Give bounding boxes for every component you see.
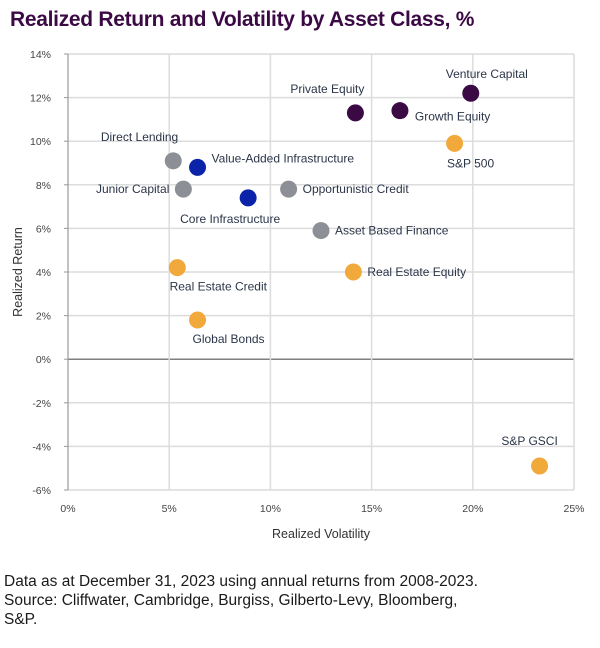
data-points bbox=[164, 84, 549, 475]
label-direct-lending: Direct Lending bbox=[101, 130, 178, 144]
x-tick-label: 15% bbox=[361, 503, 382, 515]
y-tick-labels: -6% -4% -2% 0% 2% 4% 6% 8% 10% 12% 14% bbox=[30, 49, 51, 497]
label-asset-based-finance: Asset Based Finance bbox=[335, 224, 449, 238]
y-tick-label: 10% bbox=[30, 136, 51, 148]
x-tick-label: 25% bbox=[563, 503, 584, 515]
x-tick-label: 20% bbox=[462, 503, 483, 515]
label-value-added-infrastructure: Value-Added Infrastructure bbox=[212, 151, 355, 165]
x-tick-label: 10% bbox=[260, 503, 281, 515]
footnote: Data as at December 31, 2023 using annua… bbox=[4, 572, 596, 629]
y-tick-label: 4% bbox=[36, 267, 51, 279]
point-direct-lending bbox=[164, 152, 182, 170]
point-opportunistic-credit bbox=[280, 180, 298, 198]
label-junior-capital: Junior Capital bbox=[96, 182, 169, 196]
x-tick-labels: 0% 5% 10% 15% 20% 25% bbox=[60, 503, 584, 515]
gridlines bbox=[68, 53, 575, 491]
chart-title: Realized Return and Volatility by Asset … bbox=[10, 8, 475, 31]
point-real-estate-equity bbox=[344, 263, 362, 281]
y-tick-label: 14% bbox=[30, 49, 51, 61]
footnote-source-cont: S&P. bbox=[4, 611, 38, 628]
point-junior-capital bbox=[174, 180, 192, 198]
y-tick-label: -6% bbox=[32, 485, 51, 497]
x-tick-label: 0% bbox=[60, 503, 75, 515]
y-axis-label: Realized Return bbox=[11, 227, 25, 317]
y-tick-label: 0% bbox=[36, 354, 51, 366]
point-real-estate-credit bbox=[168, 259, 186, 277]
point-global-bonds bbox=[189, 311, 207, 329]
y-tick-label: 12% bbox=[30, 93, 51, 105]
label-core-infrastructure: Core Infrastructure bbox=[180, 212, 280, 226]
point-labels: Private Equity Growth Equity Venture Capit… bbox=[96, 67, 558, 448]
point-value-added-infrastructure bbox=[189, 158, 207, 176]
point-sandp-gsci bbox=[531, 457, 549, 475]
y-tick-label: 2% bbox=[36, 311, 51, 323]
label-real-estate-credit: Real Estate Credit bbox=[170, 280, 268, 294]
point-sandp-500 bbox=[446, 134, 464, 152]
x-axis-label: Realized Volatility bbox=[272, 527, 371, 541]
point-private-equity bbox=[346, 104, 364, 122]
y-tick-label: -2% bbox=[32, 398, 51, 410]
label-global-bonds: Global Bonds bbox=[193, 332, 265, 346]
point-core-infrastructure bbox=[239, 189, 257, 207]
label-sandp-500: S&P 500 bbox=[447, 156, 494, 170]
y-tick-label: 8% bbox=[36, 180, 51, 192]
footnote-line: Data as at December 31, 2023 using annua… bbox=[4, 573, 478, 590]
y-tick-label: 6% bbox=[36, 223, 51, 235]
label-private-equity: Private Equity bbox=[290, 82, 364, 96]
label-real-estate-equity: Real Estate Equity bbox=[367, 265, 466, 279]
point-growth-equity bbox=[391, 102, 409, 120]
scatter-chart: -6% -4% -2% 0% 2% 4% 6% 8% 10% 12% 14% 0% 5% 10% 15% 2… bbox=[11, 49, 585, 541]
label-opportunistic-credit: Opportunistic Credit bbox=[303, 182, 410, 196]
axes bbox=[64, 53, 69, 491]
label-sandp-gsci: S&P GSCI bbox=[501, 434, 557, 448]
footnote-source: Source: Cliffwater, Cambridge, Burgiss, … bbox=[4, 592, 458, 609]
label-growth-equity: Growth Equity bbox=[415, 110, 490, 124]
y-tick-label: -4% bbox=[32, 441, 51, 453]
x-tick-label: 5% bbox=[162, 503, 177, 515]
point-asset-based-finance bbox=[312, 222, 330, 240]
point-venture-capital bbox=[462, 84, 480, 102]
label-venture-capital: Venture Capital bbox=[446, 67, 528, 81]
